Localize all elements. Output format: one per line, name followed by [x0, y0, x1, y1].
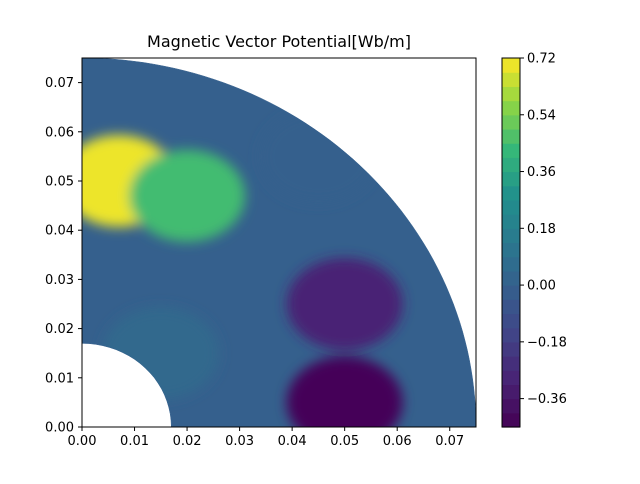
- colorbar-tick-label: 0.36: [527, 165, 556, 180]
- colorbar-level: [502, 327, 520, 343]
- x-tick-label: 0.06: [383, 434, 412, 449]
- y-tick-label: 0.04: [45, 224, 74, 239]
- colorbar-tick-label: 0.00: [527, 279, 556, 294]
- colorbar-level: [502, 86, 520, 102]
- colorbar-tick-label: 0.54: [527, 108, 556, 123]
- colorbar-tick-label: 0.72: [527, 52, 556, 67]
- field-region-3: [286, 258, 403, 350]
- chart-title: Magnetic Vector Potential[Wb/m]: [147, 32, 411, 51]
- colorbar-level: [502, 242, 520, 258]
- colorbar-tick-label: −0.36: [527, 392, 567, 407]
- colorbar-level: [502, 214, 520, 229]
- y-tick-label: 0.00: [45, 421, 74, 436]
- x-tick-label: 0.04: [278, 434, 307, 449]
- x-tick-label: 0.00: [68, 434, 97, 449]
- x-tick-label: 0.02: [173, 434, 202, 449]
- domain-outline: [82, 58, 476, 427]
- colorbar-level: [502, 171, 520, 187]
- x-tick-label: 0.03: [225, 434, 254, 449]
- colorbar-level: [502, 185, 520, 201]
- colorbar-level: [502, 384, 520, 400]
- colorbar-tick-label: 0.18: [527, 222, 556, 237]
- colorbar-level: [502, 256, 520, 272]
- colorbar-level: [502, 270, 520, 286]
- colorbar-tick-label: −0.18: [527, 335, 567, 350]
- x-tick-label: 0.01: [120, 434, 149, 449]
- y-tick-label: 0.01: [45, 371, 74, 386]
- colorbar-level: [502, 114, 520, 130]
- colorbar-level: [502, 313, 520, 329]
- y-tick-label: 0.05: [45, 175, 74, 190]
- y-axis: 0.00 0.01 0.02 0.03 0.04 0.05 0.06 0.07: [45, 76, 82, 436]
- colorbar-level: [502, 299, 520, 315]
- y-tick-label: 0.06: [45, 125, 74, 140]
- x-tick-label: 0.05: [330, 434, 359, 449]
- colorbar-level: [502, 285, 520, 300]
- colorbar: 0.72 0.54 0.36 0.18 0.00 −0.18 −0.36: [501, 52, 567, 428]
- colorbar-level: [502, 143, 520, 158]
- colorbar-level: [502, 356, 520, 371]
- y-tick-label: 0.03: [45, 273, 74, 288]
- colorbar-level: [502, 412, 520, 428]
- colorbar-level: [502, 157, 520, 173]
- colorbar-level: [502, 128, 520, 144]
- x-axis: 0.00 0.01 0.02 0.03 0.04 0.05 0.06 0.07: [68, 427, 464, 449]
- colorbar-level: [502, 370, 520, 386]
- colorbar-level: [502, 199, 520, 215]
- colorbar-level: [502, 341, 520, 357]
- colorbar-level: [502, 58, 520, 73]
- y-tick-label: 0.07: [45, 76, 74, 91]
- colorbar-level: [502, 100, 520, 116]
- colorbar-level: [502, 228, 520, 244]
- colorbar-frame: [501, 57, 521, 428]
- field-region-1: [129, 149, 246, 242]
- plot-frame: [81, 57, 477, 428]
- field-region-4: [286, 356, 403, 427]
- colorbar-level: [502, 72, 520, 87]
- x-tick-label: 0.07: [435, 434, 464, 449]
- colorbar-level: [502, 398, 520, 414]
- y-tick-label: 0.02: [45, 322, 74, 337]
